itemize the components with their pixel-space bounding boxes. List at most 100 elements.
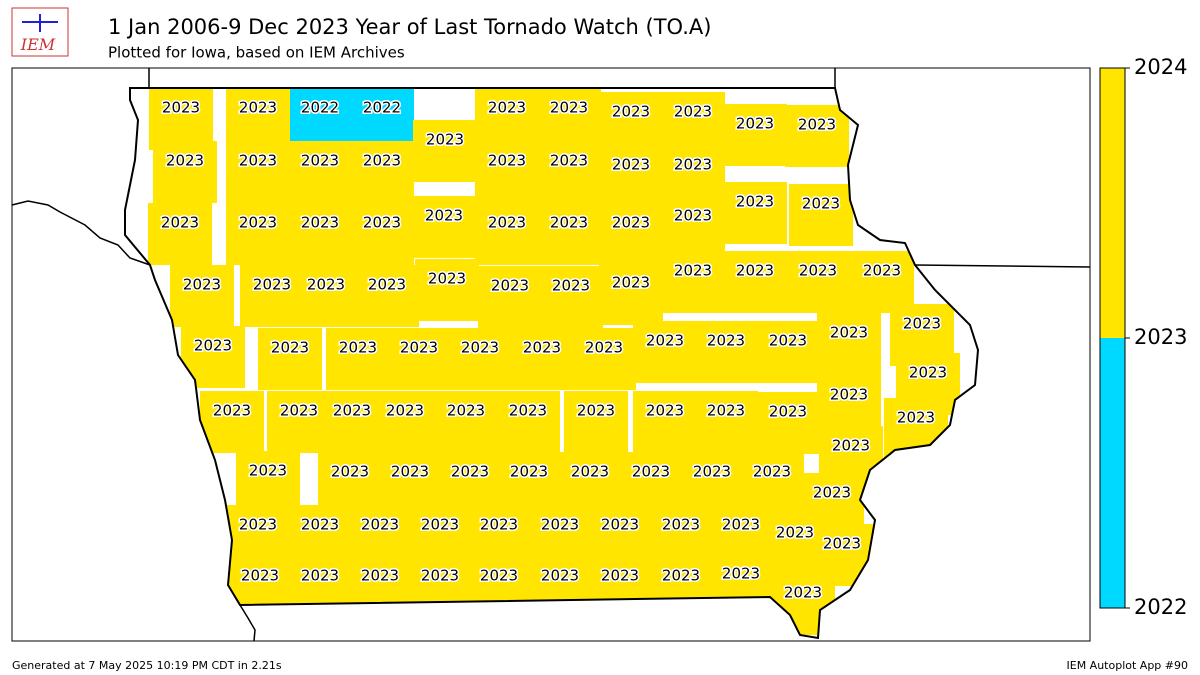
county-label: 2023: [612, 156, 650, 174]
county: [318, 452, 382, 514]
county: [413, 120, 477, 182]
county-label: 2023: [301, 214, 339, 232]
county-label: 2023: [400, 339, 438, 357]
county-label: 2023: [363, 152, 401, 170]
county: [438, 452, 502, 514]
county: [288, 141, 352, 203]
county: [149, 88, 213, 150]
county-label: 2023: [550, 99, 588, 117]
county-label: 2023: [799, 262, 837, 280]
county-label: 2023: [523, 339, 561, 357]
county: [496, 391, 560, 453]
county-label: 2023: [769, 332, 807, 350]
county: [537, 203, 601, 265]
county: [475, 203, 539, 265]
county: [723, 104, 787, 166]
county-label: 2022: [301, 99, 339, 117]
county-label: 2023: [363, 214, 401, 232]
county-label: 2023: [601, 567, 639, 585]
county: [478, 266, 542, 328]
county: [226, 88, 290, 150]
county-label: 2023: [480, 567, 518, 585]
county-label: 2023: [612, 103, 650, 121]
county-label: 2022: [363, 99, 401, 117]
county: [475, 141, 539, 203]
county: [240, 265, 304, 327]
county-label: 2023: [253, 276, 291, 294]
county-label: 2023: [488, 152, 526, 170]
county-label: 2023: [241, 567, 279, 585]
colorbar-tick-label: 2024: [1134, 55, 1187, 79]
county-label: 2023: [239, 516, 277, 534]
logo: IEM: [11, 7, 69, 57]
county-label: 2023: [571, 463, 609, 481]
county: [661, 92, 725, 154]
county-label: 2023: [391, 463, 429, 481]
county: [537, 88, 601, 150]
county-label: 2023: [722, 565, 760, 583]
county-label: 2023: [447, 402, 485, 420]
county-label: 2023: [707, 402, 745, 420]
county-labels: 2023 2023 2022 2022 2023 2023 2023 2023 2023 2023…: [159, 97, 948, 603]
county: [564, 391, 628, 453]
county-label: 2023: [776, 524, 814, 542]
county: [633, 391, 697, 453]
county: [661, 196, 725, 258]
county-label: 2023: [194, 337, 232, 355]
county: [258, 328, 322, 390]
county-label: 2023: [722, 516, 760, 534]
county-label: 2023: [461, 339, 499, 357]
county: [694, 321, 758, 383]
county: [633, 321, 697, 383]
county-fills: [148, 88, 960, 635]
county-label: 2023: [550, 214, 588, 232]
county-label: 2023: [301, 567, 339, 585]
county-label: 2023: [301, 516, 339, 534]
county: [448, 328, 512, 390]
county: [350, 203, 414, 265]
county-label: 2023: [428, 270, 466, 288]
county-label: 2023: [421, 567, 459, 585]
county-label: 2023: [331, 463, 369, 481]
county-label: 2023: [823, 535, 861, 553]
county-label: 2023: [213, 402, 251, 420]
county: [294, 265, 358, 327]
county-label: 2023: [693, 463, 731, 481]
county: [288, 203, 352, 265]
colorbar-tick-label: 2023: [1134, 325, 1187, 349]
county: [510, 328, 574, 390]
county: [497, 452, 561, 514]
county-label: 2023: [301, 152, 339, 170]
county: [350, 141, 414, 203]
county-label: 2023: [632, 463, 670, 481]
county: [599, 145, 663, 207]
county: [200, 391, 264, 453]
county: [350, 88, 414, 150]
county-label: 2023: [550, 152, 588, 170]
colorbar-tick-label: 2022: [1134, 595, 1187, 619]
county-label: 2023: [249, 462, 287, 480]
county: [723, 182, 787, 244]
county-label: 2023: [646, 402, 684, 420]
county: [537, 141, 601, 203]
county: [680, 452, 744, 514]
county-label: 2023: [161, 214, 199, 232]
county-label: 2023: [863, 262, 901, 280]
county: [288, 88, 352, 150]
county-label: 2023: [612, 274, 650, 292]
county-label: 2023: [674, 262, 712, 280]
county-label: 2023: [509, 402, 547, 420]
county-label: 2023: [271, 339, 309, 357]
county: [661, 251, 725, 313]
county-label: 2023: [451, 463, 489, 481]
colorbar: 2022 2023 2024: [1099, 55, 1187, 619]
county: [170, 265, 234, 327]
county-label: 2023: [832, 437, 870, 455]
colorbar-bin: [1100, 68, 1125, 338]
county: [850, 251, 914, 313]
neighbor-borders: [11, 68, 1091, 642]
county-label: 2023: [307, 276, 345, 294]
county-label: 2023: [674, 103, 712, 121]
county-label: 2023: [585, 339, 623, 357]
